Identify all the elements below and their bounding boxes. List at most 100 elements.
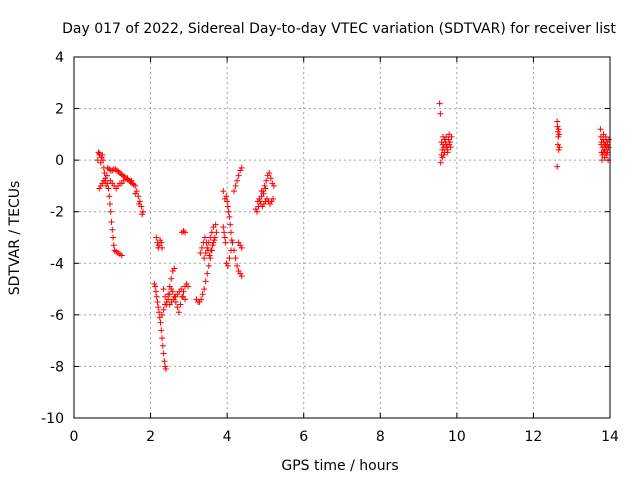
data-point: [182, 296, 189, 303]
data-point: [99, 151, 106, 158]
data-point: [603, 136, 610, 143]
data-point: [554, 128, 561, 135]
data-point: [226, 255, 233, 262]
data-point: [270, 182, 277, 189]
data-point: [202, 278, 209, 285]
data-point: [254, 208, 261, 215]
data-point: [132, 182, 139, 189]
data-point: [229, 239, 236, 246]
data-point: [556, 131, 563, 138]
y-tick-label: -8: [50, 359, 64, 375]
data-point: [207, 234, 214, 241]
data-point: [448, 133, 455, 140]
data-point: [554, 123, 561, 130]
data-point: [603, 151, 610, 158]
data-point: [235, 172, 242, 179]
x-tick-label: 0: [70, 429, 79, 445]
data-point: [222, 239, 229, 246]
data-point: [556, 144, 563, 151]
data-point: [232, 255, 239, 262]
data-point: [139, 208, 146, 215]
data-point: [152, 288, 159, 295]
data-point: [252, 206, 259, 213]
data-point: [201, 255, 208, 262]
data-point: [238, 244, 245, 251]
data-point: [165, 296, 172, 303]
data-point: [207, 255, 214, 262]
data-point: [446, 139, 453, 146]
grid-layer: [74, 57, 610, 418]
data-point: [152, 283, 159, 290]
data-point: [234, 177, 241, 184]
data-point: [598, 157, 605, 164]
data-point: [555, 126, 562, 133]
tick-layer: 0 2 4 6 8 10 12 14 -10 -8 -6 -4 -2 0 2 4: [41, 50, 619, 445]
x-axis-label: GPS time / hours: [281, 458, 398, 474]
data-point: [225, 208, 232, 215]
data-point: [161, 358, 168, 365]
data-point: [96, 150, 103, 157]
data-point: [600, 149, 607, 156]
data-point: [160, 286, 167, 293]
data-point: [109, 226, 116, 233]
data-point: [105, 185, 112, 192]
data-point: [598, 139, 605, 146]
x-tick-label: 12: [525, 429, 543, 445]
data-point: [155, 304, 162, 311]
data-point: [108, 219, 115, 226]
data-point: [198, 296, 205, 303]
data-point: [444, 149, 451, 156]
data-point: [441, 136, 448, 143]
data-point: [202, 249, 209, 256]
data-point: [175, 309, 182, 316]
data-point: [160, 306, 167, 313]
data-point: [185, 283, 192, 290]
data-point: [554, 118, 561, 125]
data-point: [168, 275, 175, 282]
data-point: [157, 319, 164, 326]
data-point: [153, 234, 160, 241]
data-point: [231, 247, 238, 254]
data-point: [198, 244, 205, 251]
data-point: [261, 182, 268, 189]
data-point: [199, 291, 206, 298]
data-point: [205, 262, 212, 269]
data-point: [110, 234, 117, 241]
data-point: [270, 195, 277, 202]
data-point: [120, 177, 127, 184]
plot-frame: [73, 56, 611, 419]
chart-title: Day 017 of 2022, Sidereal Day-to-day VTE…: [62, 21, 616, 37]
x-tick-label: 2: [146, 429, 155, 445]
data-point: [171, 265, 178, 272]
data-point: [554, 163, 561, 170]
x-tick-label: 4: [223, 429, 232, 445]
data-point: [177, 301, 184, 308]
data-point: [135, 193, 142, 200]
data-point: [227, 229, 234, 236]
data-point: [211, 237, 218, 244]
data-point: [437, 110, 444, 117]
data-point: [446, 141, 453, 148]
data-point: [440, 151, 447, 158]
data-point: [158, 239, 165, 246]
points-layer: [94, 100, 612, 373]
data-point: [178, 286, 185, 293]
data-point: [263, 177, 270, 184]
data-point: [124, 175, 131, 182]
data-point: [209, 242, 216, 249]
x-tick-label: 10: [448, 429, 466, 445]
data-point: [438, 139, 445, 146]
data-point: [107, 208, 114, 215]
data-point: [201, 286, 208, 293]
data-point: [220, 224, 227, 231]
data-point: [224, 262, 231, 269]
data-point: [221, 234, 228, 241]
y-tick-label: 4: [55, 50, 64, 66]
data-point: [221, 195, 228, 202]
data-point: [158, 327, 165, 334]
data-point: [169, 288, 176, 295]
data-point: [555, 146, 562, 153]
data-point: [106, 193, 113, 200]
data-point: [118, 252, 125, 259]
data-point: [136, 198, 143, 205]
